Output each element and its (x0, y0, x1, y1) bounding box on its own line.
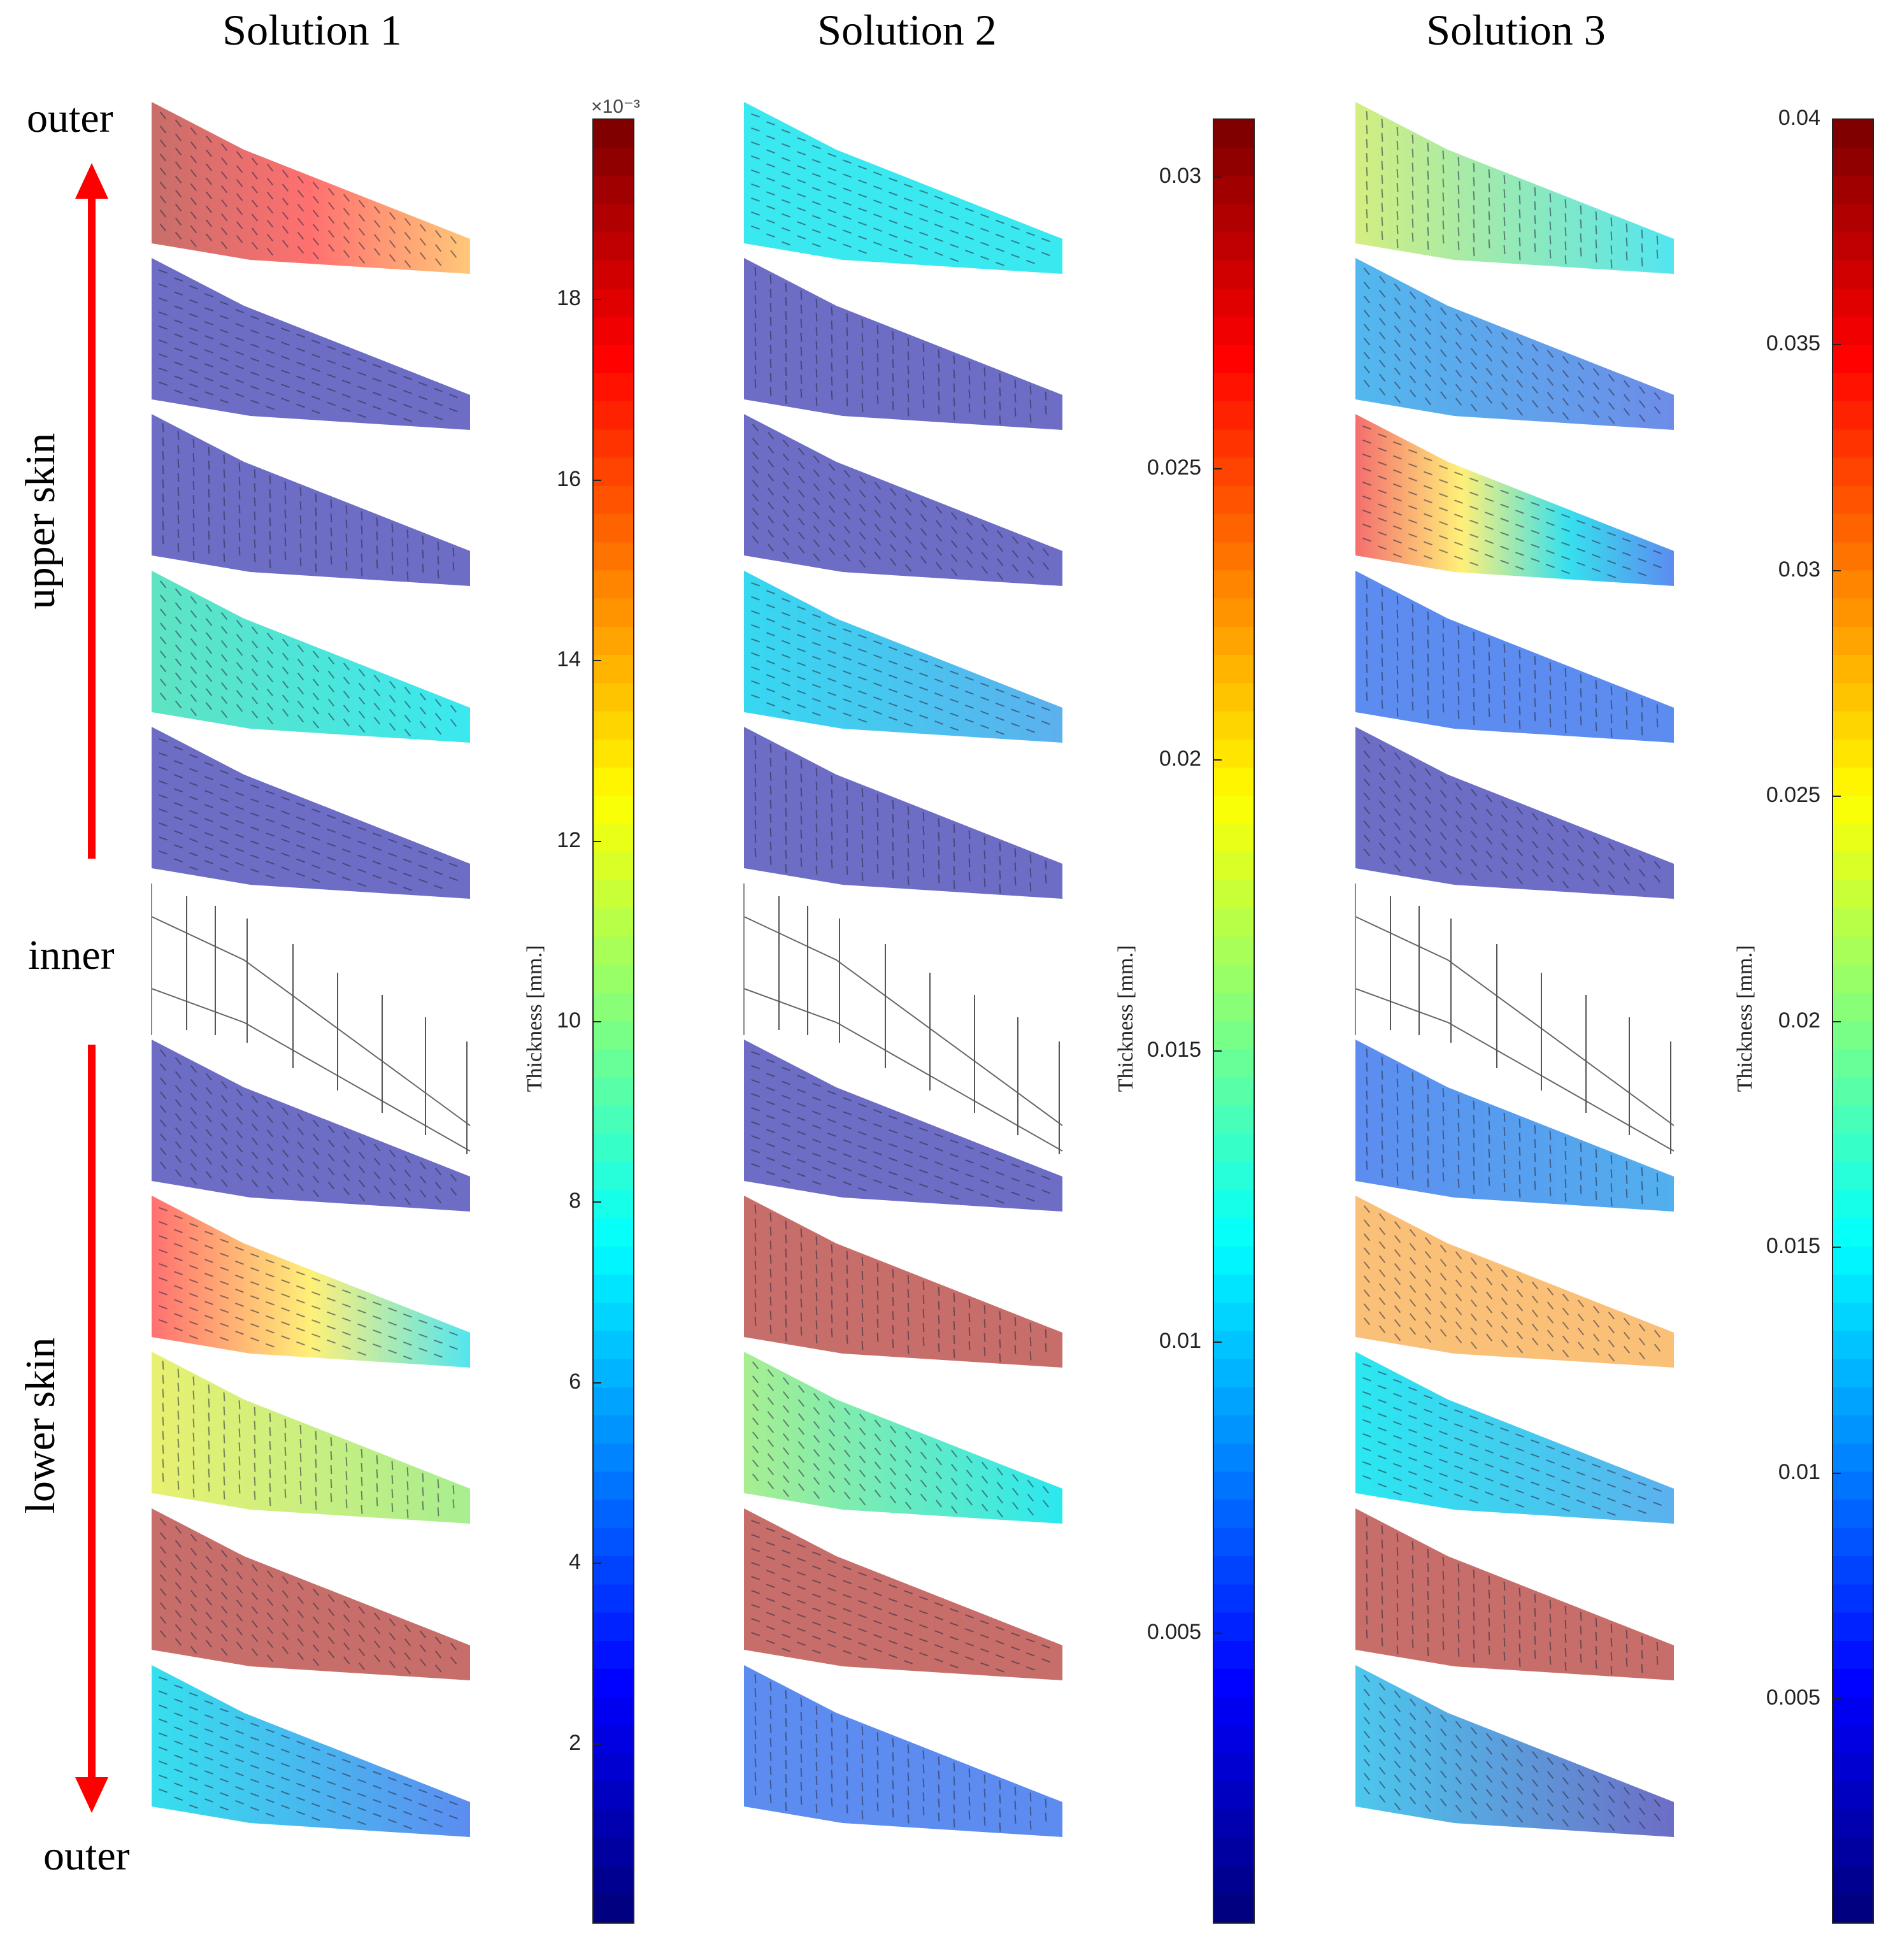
upper-skin-arrow (75, 163, 108, 859)
colorbar-3-tickmark-1 (1833, 1472, 1841, 1474)
solution3-layer-2 (1355, 258, 1674, 430)
colorbar-2-tick-5: 0.03 (1159, 164, 1201, 189)
colorbar-3-tick-6: 0.035 (1766, 331, 1820, 356)
colorbar-3-tick-3: 0.02 (1778, 1008, 1820, 1033)
solution1-layer-2 (152, 258, 470, 430)
colorbar-2-tickmark-5 (1214, 176, 1222, 178)
colorbar-1-tick-6: 14 (557, 647, 581, 672)
solution3-layer-1 (1355, 102, 1674, 274)
solution2-layer-6 (743, 883, 1063, 1154)
colorbar-3-tickmark-2 (1833, 1247, 1841, 1248)
label-outer-bottom: outer (43, 1833, 130, 1879)
title-solution-3: Solution 3 (1426, 6, 1606, 54)
title-solution-1: Solution 1 (222, 6, 402, 54)
solution3-layer-9 (1355, 1352, 1674, 1524)
colorbar-2-label: Thickness [mm.] (1114, 945, 1138, 1092)
colorbar-solution-2 (1213, 118, 1255, 1924)
colorbar-3-tick-4: 0.025 (1766, 782, 1820, 807)
colorbar-3-tickmark-7 (1833, 118, 1841, 120)
colorbar-1-tick-5: 12 (557, 827, 581, 852)
colorbar-3-tick-2: 0.015 (1766, 1234, 1820, 1259)
colorbar-1-tick-7: 16 (557, 466, 581, 491)
solution2-layer-5 (744, 727, 1062, 899)
colorbar-2-tick-3: 0.02 (1159, 746, 1201, 771)
solution3-layer-8 (1355, 1196, 1674, 1368)
solution1-layer-6 (151, 883, 471, 1154)
solution3-layer-3 (1355, 414, 1674, 586)
colorbar-1-tickmark-3 (594, 1201, 601, 1203)
solution2-layer-9 (744, 1352, 1062, 1524)
colorbar-1-tick-0: 2 (569, 1730, 581, 1755)
colorbar-3-tickmark-6 (1833, 344, 1841, 346)
colorbar-1-tick-2: 6 (569, 1369, 581, 1394)
colorbar-3-tickmark-3 (1833, 1021, 1841, 1022)
colorbar-2-tickmark-0 (1214, 1632, 1222, 1634)
colorbar-1-tickmark-8 (594, 299, 601, 301)
solution3-layer-5 (1355, 727, 1674, 899)
colorbar-3-tickmark-5 (1833, 569, 1841, 571)
solution2-layer-3 (744, 414, 1062, 586)
solution1-layer-1 (152, 102, 470, 274)
solution2-layer-11 (744, 1665, 1062, 1837)
colorbar-solution-3 (1832, 118, 1874, 1924)
colorbar-1-tickmark-2 (594, 1382, 601, 1384)
solution1-layer-3 (152, 414, 470, 586)
colorbar-3-tick-0: 0.005 (1766, 1685, 1820, 1710)
colorbar-3-tick-5: 0.03 (1778, 557, 1820, 582)
colorbar-3-tickmark-0 (1833, 1698, 1841, 1699)
lower-skin-arrow (75, 1045, 108, 1813)
label-outer-top: outer (27, 95, 113, 141)
colorbar-2-tick-0: 0.005 (1147, 1619, 1201, 1644)
colorbar-2-tickmark-3 (1214, 759, 1222, 761)
solution1-layer-7 (152, 1040, 470, 1212)
solution3-layer-7 (1355, 1040, 1674, 1212)
colorbar-1-tickmark-7 (594, 479, 601, 481)
colorbar-1-tickmark-4 (594, 1021, 601, 1022)
colorbar-2-tickmark-2 (1214, 1050, 1222, 1052)
solution1-layer-11 (152, 1665, 470, 1837)
colorbar-1-tickmark-6 (594, 660, 601, 662)
solution3-layer-4 (1355, 571, 1674, 743)
colorbar-1-tick-3: 8 (569, 1189, 581, 1213)
solution1-layer-4 (152, 571, 470, 743)
colorbar-1-tickmark-1 (594, 1563, 601, 1564)
solution2-layer-2 (744, 258, 1062, 430)
colorbar-3-tickmark-4 (1833, 795, 1841, 797)
solution3-layer-6 (1355, 883, 1675, 1154)
label-inner: inner (28, 932, 115, 978)
solution1-layer-8 (152, 1196, 470, 1368)
colorbar-1-tickmark-5 (594, 840, 601, 842)
colorbar-2-tick-2: 0.015 (1147, 1037, 1201, 1062)
solution2-layer-4 (744, 571, 1062, 743)
colorbar-1-tick-4: 10 (557, 1008, 581, 1033)
colorbar-1-tick-8: 18 (557, 286, 581, 311)
solution1-layer-9 (152, 1352, 470, 1524)
colorbar-1-tick-1: 4 (569, 1550, 581, 1575)
colorbar-2-tick-1: 0.01 (1159, 1328, 1201, 1353)
solution2-layer-8 (744, 1196, 1062, 1368)
solution2-layer-10 (744, 1508, 1062, 1680)
title-solution-2: Solution 2 (817, 6, 997, 54)
colorbar-2-tick-4: 0.025 (1147, 455, 1201, 480)
colorbar-3-tick-7: 0.04 (1778, 106, 1820, 130)
solution3-layer-11 (1355, 1665, 1674, 1837)
colorbar-3-tick-1: 0.01 (1778, 1459, 1820, 1484)
colorbar-2-tickmark-4 (1214, 468, 1222, 469)
solution2-layer-1 (744, 102, 1062, 274)
colorbar-1-tickmark-0 (594, 1743, 601, 1745)
colorbar-1-multiplier: ×10⁻³ (591, 96, 640, 117)
solution1-layer-10 (152, 1508, 470, 1680)
colorbar-2-tickmark-1 (1214, 1341, 1222, 1343)
solution2-layer-7 (744, 1040, 1062, 1212)
solution3-layer-10 (1355, 1508, 1674, 1680)
solution1-layer-5 (152, 727, 470, 899)
